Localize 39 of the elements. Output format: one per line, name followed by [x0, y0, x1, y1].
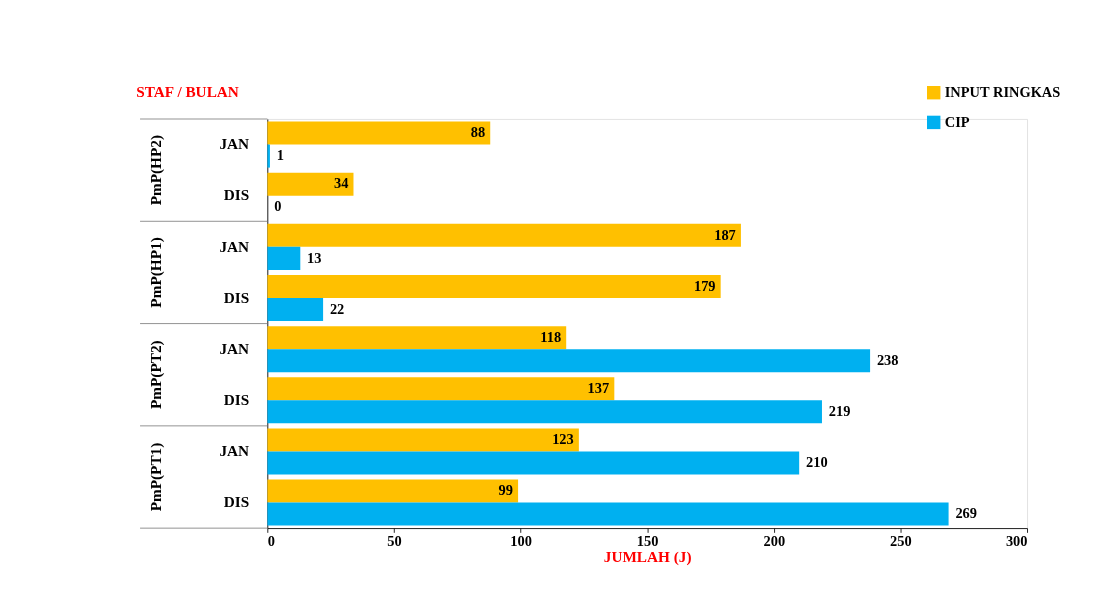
legend-label: INPUT RINGKAS: [944, 83, 1061, 100]
x-tick-label: 50: [387, 532, 402, 549]
text: PmP(HP2): [147, 134, 166, 206]
x-axis-title: JUMLAH (J): [603, 547, 692, 566]
data-label: 34: [333, 175, 349, 192]
text: PmP(HP1): [147, 237, 166, 308]
y-axis-title: STAF / BULAN: [136, 83, 239, 101]
data-label: 99: [498, 482, 513, 499]
x-tick-label: 300: [1005, 532, 1028, 549]
data-label: 1: [276, 147, 284, 164]
data-label: 238: [876, 351, 899, 368]
y-tick-label: DIS: [223, 493, 250, 511]
data-label: 88: [470, 124, 486, 141]
data-label: 210: [805, 454, 828, 471]
text: PmP(PT2): [147, 340, 166, 410]
y-tick-label: DIS: [223, 186, 250, 204]
data-label: 137: [587, 380, 610, 397]
x-tick-label: 250: [890, 532, 912, 549]
data-label: 187: [714, 226, 736, 243]
x-tick-label: 0: [267, 532, 276, 549]
y-tick-label: JAN: [219, 339, 250, 357]
text: PmP(PT1): [147, 442, 166, 512]
y-tick-label: JAN: [219, 237, 250, 255]
y-tick-label: DIS: [223, 390, 250, 408]
data-label: 179: [693, 277, 716, 294]
y-tick-label: DIS: [223, 288, 250, 306]
y-tick-label: JAN: [219, 135, 250, 153]
data-label: 22: [329, 300, 345, 317]
x-tick-label: 100: [510, 532, 532, 549]
x-tick-label: 200: [763, 532, 786, 549]
y-tick-label: JAN: [219, 442, 250, 460]
x-tick-label: 150: [636, 532, 659, 549]
data-label: 123: [552, 431, 574, 448]
data-label: 13: [307, 249, 322, 266]
data-label: 118: [540, 328, 562, 345]
data-label: 269: [955, 505, 978, 522]
data-label: 219: [828, 403, 851, 420]
legend-label: CIP: [944, 113, 970, 130]
data-label: 0: [274, 198, 282, 215]
